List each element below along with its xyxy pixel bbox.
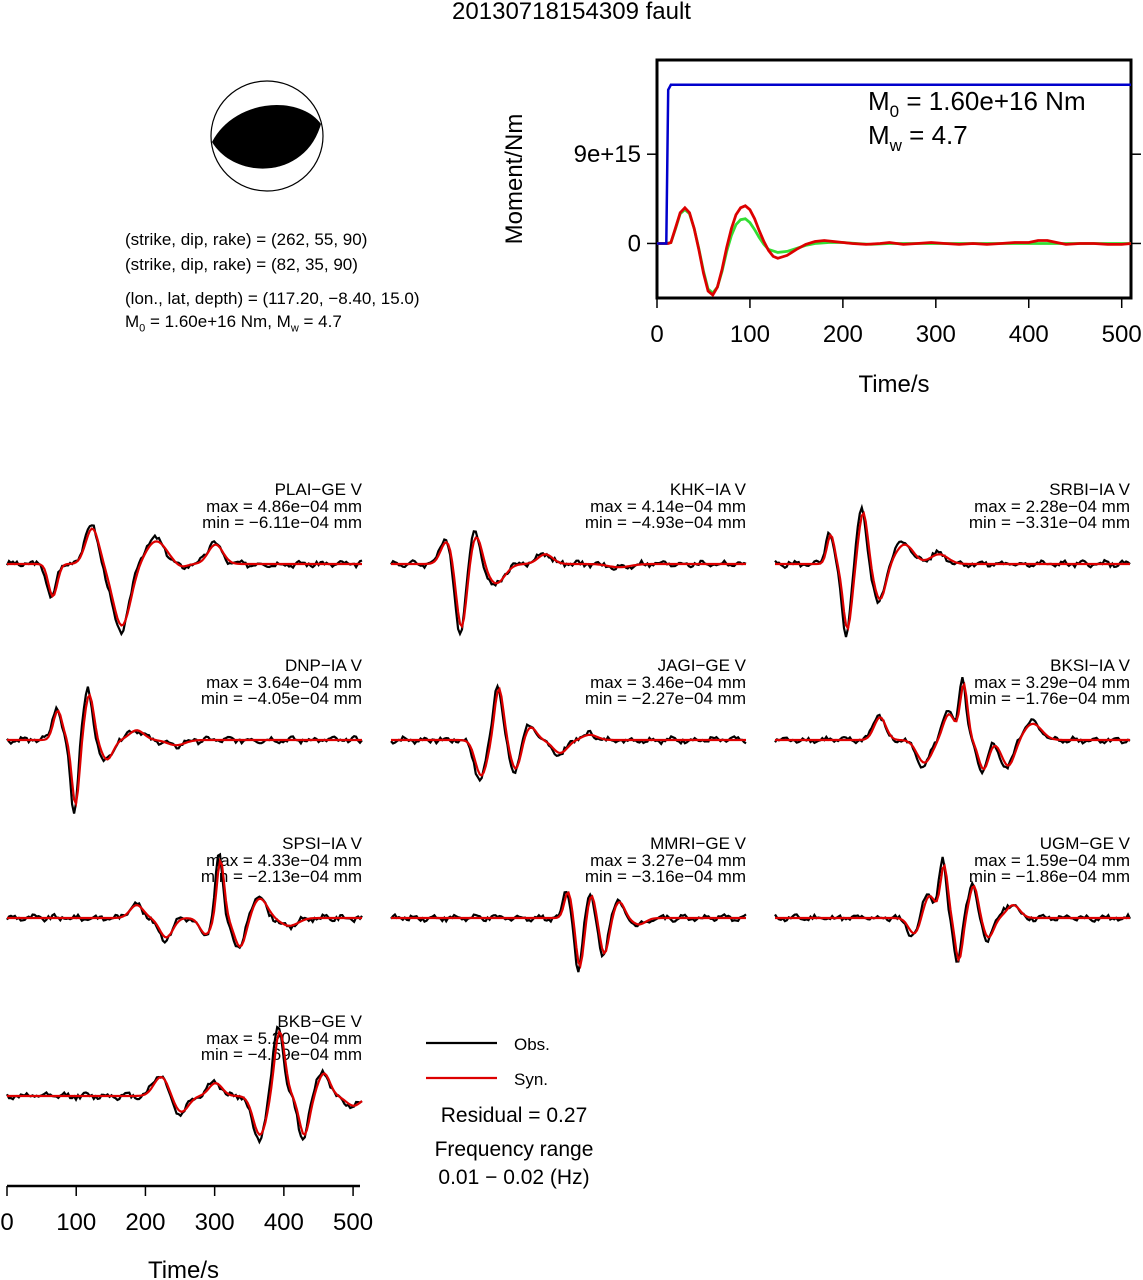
legend-syn-label: Syn.	[514, 1070, 548, 1089]
x-tick-label-4: 400	[1009, 321, 1049, 348]
station-max: max = 3.64e−04 mm	[206, 673, 362, 692]
station-min: min = −4.93e−04 mm	[585, 513, 746, 532]
station-max: max = 3.46e−04 mm	[590, 673, 746, 692]
compressional-quadrant	[212, 105, 321, 169]
synthetic-trace	[391, 686, 746, 777]
wave-x-tick-label-5: 500	[333, 1209, 373, 1236]
station-name: BKB−GE V	[277, 1012, 362, 1031]
station-max: max = 4.33e−04 mm	[206, 851, 362, 870]
station-name: SRBI−IA V	[1049, 480, 1130, 499]
moment-rate-chart: 0 100 200 300 400 500 0 9e+15 Time/s Moment/Nm M0 …	[501, 58, 1142, 398]
synthetic-trace	[7, 527, 362, 627]
station-name: UGM−GE V	[1040, 834, 1131, 853]
synthetic-trace	[391, 890, 746, 970]
figure-title: 20130718154309 fault	[452, 0, 691, 25]
synthetic-trace	[391, 536, 746, 629]
station-name: KHK−IA V	[670, 480, 747, 499]
x-tick-label-3: 300	[916, 321, 956, 348]
station-min: min = −2.27e−04 mm	[585, 689, 746, 708]
magnitude-annotation: Mw = 4.7	[868, 120, 968, 155]
source-location: (lon., lat, depth) = (117.20, −8.40, 15.…	[125, 289, 420, 308]
wave-x-tick-label-3: 300	[195, 1209, 235, 1236]
wave-x-axis-label: Time/s	[148, 1257, 219, 1280]
station-min: min = −3.31e−04 mm	[969, 513, 1130, 532]
x-tick-label-0: 0	[650, 321, 663, 348]
synthetic-trace	[775, 863, 1130, 963]
station-min: min = −4.05e−04 mm	[201, 689, 362, 708]
residual-text: Residual = 0.27	[441, 1104, 588, 1127]
station-min: min = −1.76e−04 mm	[969, 689, 1130, 708]
legend-obs-label: Obs.	[514, 1035, 550, 1054]
y-axis-label: Moment/Nm	[501, 114, 528, 245]
station-name: DNP−IA V	[285, 656, 363, 675]
synthetic-trace	[7, 692, 362, 808]
nodal-plane-1: (strike, dip, rake) = (262, 55, 90)	[125, 230, 368, 249]
x-tick-label-2: 200	[823, 321, 863, 348]
station-name: MMRI−GE V	[650, 834, 747, 853]
synthetic-trace	[7, 1029, 363, 1137]
frequency-range-value: 0.01 − 0.02 (Hz)	[438, 1166, 589, 1189]
station-max: max = 4.14e−04 mm	[590, 497, 746, 516]
x-axis-label: Time/s	[858, 371, 929, 398]
moment-magnitude-text: M0 = 1.60e+16 Nm, Mw = 4.7	[125, 312, 342, 335]
station-max: max = 3.27e−04 mm	[590, 851, 746, 870]
observed-trace	[390, 890, 747, 973]
station-min: min = −4.69e−04 mm	[201, 1045, 362, 1064]
wave-x-tick-label-1: 100	[56, 1209, 96, 1236]
moment-plot-frame	[655, 58, 1133, 300]
observed-trace	[390, 530, 747, 637]
observed-trace	[6, 524, 363, 637]
y-tick-label-0: 0	[628, 230, 641, 257]
frequency-range-title: Frequency range	[435, 1138, 594, 1161]
y-tick-label-1: 9e+15	[574, 141, 641, 168]
x-tick-label-5: 500	[1102, 321, 1142, 348]
focal-mechanism-beachball	[210, 80, 324, 192]
synthetic-trace	[7, 857, 362, 949]
moment-annotation: M0 = 1.60e+16 Nm	[868, 86, 1086, 121]
station-name: SPSI−IA V	[282, 834, 363, 853]
synthetic-trace	[775, 681, 1130, 771]
station-max: max = 4.86e−04 mm	[206, 497, 362, 516]
station-max: max = 1.59e−04 mm	[974, 851, 1130, 870]
series-cumulative	[657, 83, 1131, 245]
station-max: max = 5.20e−04 mm	[206, 1029, 362, 1048]
station-max: max = 3.29e−04 mm	[974, 673, 1130, 692]
station-min: min = −2.13e−04 mm	[201, 867, 362, 886]
station-name: BKSI−IA V	[1050, 656, 1131, 675]
wave-x-tick-label-2: 200	[125, 1209, 165, 1236]
nodal-plane-2: (strike, dip, rake) = (82, 35, 90)	[125, 255, 358, 274]
station-name: JAGI−GE V	[658, 656, 747, 675]
x-tick-label-1: 100	[730, 321, 770, 348]
station-min: min = −3.16e−04 mm	[585, 867, 746, 886]
station-min: min = −1.86e−04 mm	[969, 867, 1130, 886]
series-red	[657, 204, 1132, 298]
station-min: min = −6.11e−04 mm	[202, 513, 362, 532]
station-max: max = 2.28e−04 mm	[974, 497, 1130, 516]
wave-x-tick-label-0: 0	[0, 1209, 13, 1236]
wave-x-tick-label-4: 400	[264, 1209, 304, 1236]
station-name: PLAI−GE V	[275, 480, 363, 499]
synthetic-trace	[775, 510, 1130, 632]
